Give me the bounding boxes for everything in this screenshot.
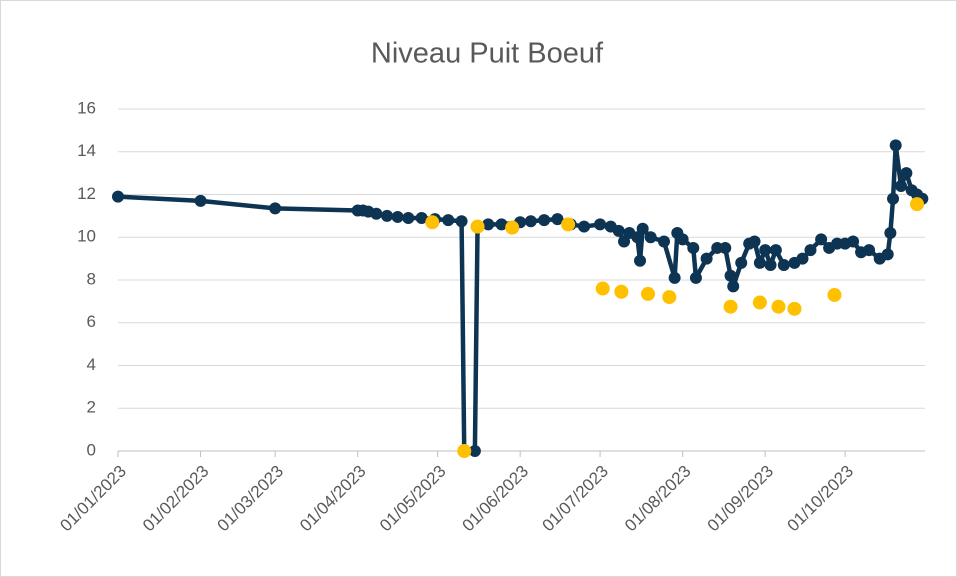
point <box>470 219 485 234</box>
y-tick-label: 10 <box>77 227 96 246</box>
point <box>884 226 897 239</box>
point <box>748 235 761 248</box>
point <box>668 271 681 284</box>
y-tick-label: 4 <box>87 355 96 374</box>
chart-title: Niveau Puit Boeuf <box>371 38 604 70</box>
point <box>595 281 610 296</box>
point <box>787 301 802 316</box>
point <box>370 207 383 220</box>
point <box>269 202 282 215</box>
point <box>700 252 713 265</box>
point <box>719 241 732 254</box>
point <box>538 214 551 227</box>
point <box>881 248 894 261</box>
point <box>612 224 625 237</box>
point <box>524 215 537 228</box>
point <box>618 235 631 248</box>
point <box>391 210 404 223</box>
point <box>804 244 817 257</box>
y-tick-label: 0 <box>87 440 96 459</box>
point <box>636 222 649 235</box>
point <box>442 214 455 227</box>
y-tick-label: 14 <box>77 141 96 160</box>
point <box>631 231 644 244</box>
point <box>425 215 440 230</box>
point <box>468 445 481 457</box>
point <box>759 244 772 257</box>
point <box>769 244 782 257</box>
point <box>863 244 876 257</box>
point <box>614 284 629 299</box>
point <box>578 220 591 233</box>
point <box>112 190 124 203</box>
y-tick-label: 16 <box>77 98 96 117</box>
point <box>815 233 828 246</box>
point <box>764 259 777 272</box>
point <box>689 271 702 284</box>
point <box>594 218 607 231</box>
point <box>796 252 809 265</box>
point <box>551 213 564 226</box>
point <box>887 192 900 205</box>
point <box>662 290 677 305</box>
point <box>644 231 657 244</box>
y-tick-label: 12 <box>77 184 96 203</box>
point <box>724 269 737 282</box>
point <box>657 235 670 248</box>
y-tick-label: 2 <box>87 398 96 417</box>
point <box>634 254 647 267</box>
point <box>753 256 766 269</box>
point <box>777 259 790 272</box>
point <box>847 235 860 248</box>
point <box>900 167 913 180</box>
point <box>505 220 520 235</box>
point <box>771 299 786 314</box>
point <box>402 212 415 225</box>
point <box>381 209 393 222</box>
point <box>895 179 908 192</box>
point <box>641 286 656 301</box>
point <box>676 233 689 246</box>
y-tick-label: 6 <box>87 312 96 331</box>
point <box>723 299 738 314</box>
point <box>415 212 428 225</box>
point <box>457 444 472 458</box>
point <box>827 287 842 302</box>
point <box>455 215 468 228</box>
point <box>889 139 902 152</box>
point <box>735 256 748 269</box>
point <box>752 295 767 310</box>
point <box>910 197 925 212</box>
point <box>482 218 495 231</box>
point <box>495 218 508 231</box>
y-tick-label: 8 <box>87 269 96 288</box>
point <box>194 194 207 207</box>
point <box>687 241 700 254</box>
point <box>561 217 576 232</box>
point <box>727 280 740 293</box>
